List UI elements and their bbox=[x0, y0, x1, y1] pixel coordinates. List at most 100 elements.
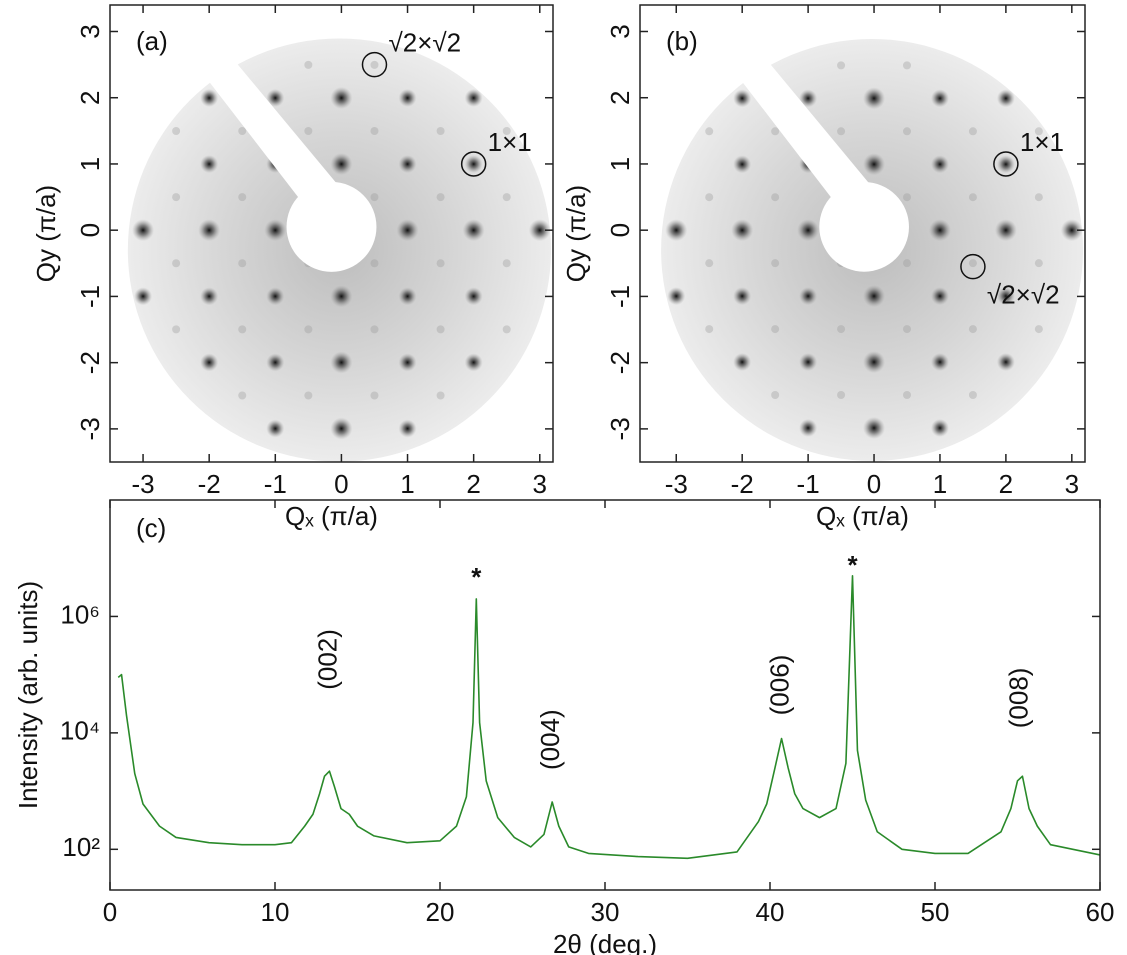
superstructure-spot bbox=[968, 259, 977, 268]
diffraction-spot bbox=[994, 219, 1017, 242]
superstructure-spot bbox=[172, 325, 181, 334]
diffraction-spot bbox=[264, 219, 287, 242]
diffraction-spot bbox=[930, 89, 949, 108]
diffraction-spot bbox=[797, 219, 820, 242]
panel-label: (a) bbox=[136, 26, 168, 56]
diffraction-spot bbox=[134, 287, 153, 306]
diffraction-spot bbox=[398, 353, 417, 372]
diffraction-spot bbox=[330, 86, 353, 109]
diffraction-spot bbox=[930, 287, 949, 306]
diffraction-spot bbox=[799, 287, 818, 306]
superstructure-spot bbox=[837, 61, 846, 70]
superstructure-spot bbox=[172, 193, 181, 202]
superstructure-spot bbox=[238, 325, 247, 334]
annotation-label: √2×√2 bbox=[388, 27, 461, 57]
y-tick-label: 1 bbox=[75, 157, 105, 171]
x-tick-label: 30 bbox=[591, 897, 620, 927]
peak-label: (008) bbox=[1004, 668, 1034, 729]
peak-label: (006) bbox=[764, 655, 794, 716]
superstructure-spot bbox=[502, 325, 511, 334]
diffraction-spot bbox=[464, 353, 483, 372]
diffraction-spot bbox=[330, 417, 353, 440]
diffraction-spot bbox=[799, 89, 818, 108]
superstructure-spot bbox=[370, 60, 379, 69]
panel: (002) (004) (006) (008) * * 0 10 20 30 40 50 60 10² 10… bbox=[13, 499, 1114, 955]
diffraction-spot bbox=[398, 155, 417, 174]
diffraction-spot bbox=[200, 88, 219, 107]
superstructure-spot bbox=[502, 127, 511, 136]
superstructure-spot bbox=[502, 259, 511, 268]
diffraction-spot bbox=[464, 287, 483, 306]
diffraction-spot bbox=[928, 219, 951, 242]
peak-label: (002) bbox=[312, 629, 342, 690]
diffraction-spot bbox=[398, 287, 417, 306]
superstructure-spot bbox=[1034, 193, 1043, 202]
diffraction-spot bbox=[464, 88, 483, 107]
diffraction-spot bbox=[996, 155, 1015, 174]
diffraction-spot bbox=[863, 351, 886, 374]
x-axis-label: Qₓ (π/a) bbox=[816, 501, 909, 531]
superstructure-spot bbox=[436, 391, 445, 400]
diffraction-spot bbox=[200, 287, 219, 306]
superstructure-spot bbox=[304, 391, 313, 400]
superstructure-spot bbox=[304, 325, 313, 334]
diffraction-spot bbox=[198, 219, 221, 242]
y-tick-label: -3 bbox=[75, 417, 105, 440]
annotation-label: √2×√2 bbox=[987, 279, 1060, 309]
y-tick-label: 0 bbox=[605, 223, 635, 237]
superstructure-spot bbox=[238, 193, 247, 202]
y-tick-label: -1 bbox=[605, 285, 635, 308]
diffraction-spot bbox=[863, 416, 886, 439]
panel: √2×√2 1×1 -3 -2 -1 0 1 2 3 -3 -2 -1 0 1 2 3 Qₓ (π/a) Qy (… bbox=[31, 4, 554, 531]
superstructure-spot bbox=[238, 127, 247, 136]
y-tick-label: -2 bbox=[605, 351, 635, 374]
diffraction-spot bbox=[398, 88, 417, 107]
superstructure-spot bbox=[705, 325, 714, 334]
superstructure-spot bbox=[370, 193, 379, 202]
y-tick-label: 10⁴ bbox=[60, 716, 100, 746]
diffraction-spot bbox=[733, 353, 752, 372]
plot-frame bbox=[109, 4, 554, 463]
diffraction-spot bbox=[1060, 219, 1083, 242]
superstructure-spot bbox=[502, 193, 511, 202]
superstructure-spot bbox=[370, 127, 379, 136]
superstructure-spot bbox=[436, 127, 445, 136]
superstructure-spot bbox=[370, 325, 379, 334]
superstructure-spot bbox=[705, 127, 714, 136]
superstructure-spot bbox=[370, 259, 379, 268]
x-tick-label: 0 bbox=[334, 469, 348, 499]
y-tick-label: -2 bbox=[75, 351, 105, 374]
superstructure-spot bbox=[172, 127, 181, 136]
superstructure-spot bbox=[903, 127, 911, 136]
diffraction-spot bbox=[863, 153, 886, 176]
superstructure-spot bbox=[238, 391, 247, 400]
diffraction-spot bbox=[733, 89, 752, 108]
x-axis-label: 2θ (deg.) bbox=[553, 929, 657, 955]
xrd-line bbox=[117, 574, 1101, 860]
peak-label: (004) bbox=[535, 709, 565, 770]
y-tick-label: -3 bbox=[605, 417, 635, 440]
y-tick-label: 1 bbox=[605, 157, 635, 171]
x-tick-label: -3 bbox=[665, 469, 688, 499]
x-tick-label: 10 bbox=[261, 897, 290, 927]
diffraction-spot bbox=[528, 219, 551, 242]
diffraction-spot bbox=[930, 155, 949, 174]
beam-stop bbox=[819, 182, 909, 272]
superstructure-spot bbox=[903, 193, 911, 202]
diffraction-spot bbox=[266, 353, 285, 372]
y-tick-label: 2 bbox=[605, 90, 635, 104]
superstructure-spot bbox=[1034, 259, 1043, 268]
diffraction-spot bbox=[863, 285, 886, 308]
diffraction-spot bbox=[330, 285, 353, 308]
superstructure-spot bbox=[968, 193, 977, 202]
superstructure-spot bbox=[1034, 127, 1043, 136]
annotation-circle bbox=[361, 51, 388, 78]
superstructure-spot bbox=[705, 193, 714, 202]
superstructure-spot bbox=[304, 127, 313, 136]
diffraction-image bbox=[127, 38, 552, 462]
diffraction-spot bbox=[200, 155, 219, 174]
diffraction-spot bbox=[665, 219, 688, 242]
x-tick-label: 3 bbox=[1065, 469, 1079, 499]
superstructure-spot bbox=[172, 259, 181, 268]
superstructure-spot bbox=[968, 391, 977, 400]
